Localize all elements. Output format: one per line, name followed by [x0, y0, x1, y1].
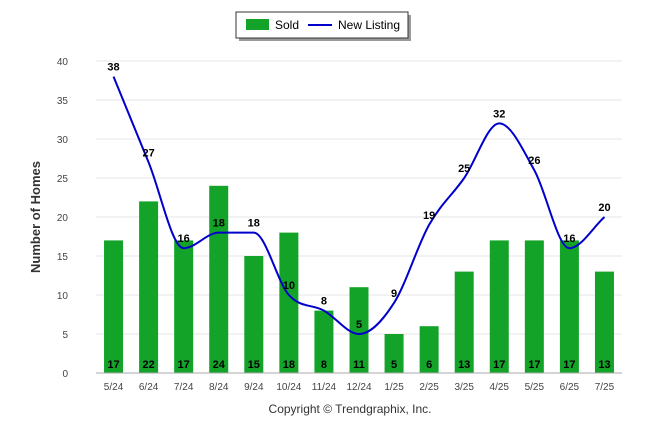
new-listing-label: 38 — [107, 62, 119, 74]
sold-bar-label: 8 — [321, 359, 327, 371]
sold-bar-label: 15 — [248, 359, 260, 371]
y-tick-label: 15 — [57, 252, 69, 263]
legend-sold-swatch — [246, 19, 269, 30]
x-tick-label: 7/25 — [595, 382, 615, 393]
sold-bar-label: 24 — [213, 359, 226, 371]
x-tick-label: 7/24 — [174, 382, 194, 393]
sold-bar-label: 17 — [493, 359, 505, 371]
y-tick-label: 20 — [57, 213, 69, 224]
new-listing-label: 18 — [248, 218, 260, 230]
sold-bar-label: 13 — [598, 359, 610, 371]
sold-bar — [559, 240, 579, 373]
y-tick-label: 0 — [62, 369, 68, 380]
sold-bars — [104, 185, 614, 373]
x-tick-label: 11/24 — [312, 382, 337, 393]
x-tick-label: 2/25 — [419, 382, 439, 393]
sold-bar — [139, 201, 159, 373]
new-listing-labels: 38 27 16 18 18 10 8 5 9 19 25 32 26 16 20 — [107, 62, 610, 331]
sold-bar-labels: 17 22 17 24 15 18 8 11 5 6 13 17 17 17 13 — [107, 359, 610, 371]
sold-bar — [419, 326, 439, 373]
sold-bar-label: 6 — [426, 359, 432, 371]
sold-bar — [454, 271, 474, 373]
new-listing-label: 16 — [178, 233, 190, 245]
y-tick-label: 25 — [57, 174, 69, 185]
copyright-text: Copyright © Trendgraphix, Inc. — [269, 402, 432, 416]
sold-bar — [524, 240, 544, 373]
sold-bar — [104, 240, 124, 373]
new-listing-label: 26 — [528, 155, 540, 167]
x-tick-label: 9/24 — [244, 382, 264, 393]
new-listing-label: 9 — [391, 288, 397, 300]
sold-bar — [209, 185, 229, 373]
sold-bar-label: 17 — [563, 359, 575, 371]
new-listing-label: 18 — [213, 218, 225, 230]
sold-bar-label: 17 — [528, 359, 540, 371]
sold-bar — [489, 240, 509, 373]
sold-bar — [349, 287, 369, 373]
sold-bar — [244, 256, 264, 373]
y-tick-label: 5 — [62, 330, 68, 341]
legend-new-listing-label: New Listing — [338, 18, 400, 32]
new-listing-label: 16 — [563, 233, 575, 245]
y-axis-ticks: 0 5 10 15 20 25 30 35 40 — [57, 57, 69, 380]
new-listing-label: 8 — [321, 296, 327, 308]
legend: Sold New Listing — [235, 11, 411, 41]
sold-bar-label: 11 — [353, 359, 365, 371]
x-tick-label: 3/25 — [454, 382, 474, 393]
sold-bar — [594, 271, 614, 373]
x-axis-ticks: 5/24 6/24 7/24 8/24 9/24 10/24 11/24 12/24 1/25 2… — [104, 382, 615, 393]
x-tick-label: 1/25 — [384, 382, 404, 393]
new-listing-label: 20 — [598, 202, 610, 214]
y-axis-title: Number of Homes — [28, 161, 43, 273]
x-tick-label: 4/25 — [490, 382, 510, 393]
sold-bar-label: 18 — [283, 359, 295, 371]
new-listing-line — [112, 76, 606, 336]
new-listing-label: 25 — [458, 163, 470, 175]
sold-bar-label: 5 — [391, 359, 397, 371]
new-listing-label: 10 — [283, 280, 295, 292]
sold-bar — [314, 310, 334, 373]
y-tick-label: 35 — [57, 96, 69, 107]
x-tick-label: 12/24 — [346, 382, 371, 393]
new-listing-label: 32 — [493, 108, 505, 120]
sold-bar-label: 17 — [178, 359, 190, 371]
x-tick-label: 5/25 — [525, 382, 545, 393]
new-listing-label: 19 — [423, 210, 435, 222]
sold-bar — [279, 232, 299, 373]
y-tick-label: 40 — [57, 57, 69, 68]
x-tick-label: 5/24 — [104, 382, 124, 393]
y-tick-label: 10 — [57, 291, 69, 302]
sold-bar-label: 13 — [458, 359, 470, 371]
x-tick-label: 6/25 — [560, 382, 580, 393]
sold-bar-label: 17 — [107, 359, 119, 371]
new-listing-label: 5 — [356, 319, 362, 331]
x-tick-label: 6/24 — [139, 382, 159, 393]
new-listing-label: 27 — [142, 147, 154, 159]
y-tick-label: 30 — [57, 135, 69, 146]
sold-bar — [174, 240, 194, 373]
legend-sold-label: Sold — [275, 18, 299, 32]
x-tick-label: 8/24 — [209, 382, 229, 393]
sold-bar-label: 22 — [142, 359, 154, 371]
x-tick-label: 10/24 — [276, 382, 301, 393]
sold-bar — [384, 334, 404, 373]
